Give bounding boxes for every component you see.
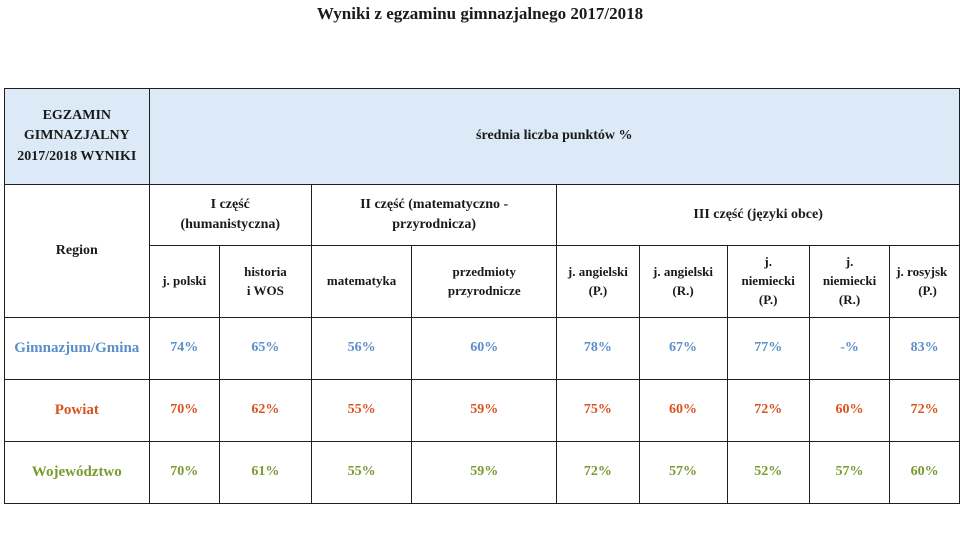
part2-line: przyrodnicza) (392, 217, 476, 232)
average-points-header: średnia liczba punktów % (148, 88, 960, 185)
table-corner-header: EGZAMIN GIMNAZJALNY 2017/2018 WYNIKI (4, 88, 150, 185)
corner-line: GIMNAZJALNY (23, 128, 130, 144)
subject-line: przyrodnicze (447, 282, 521, 298)
subject-angielski-r: j. angielski (R.) (638, 245, 728, 318)
value-cell: -% (808, 317, 891, 380)
value-cell: 70% (148, 379, 220, 442)
value-cell: 60% (889, 441, 960, 504)
page-title: Wyniki z egzaminu gimnazjalnego 2017/201… (316, 4, 644, 23)
value-cell: 72% (889, 379, 960, 442)
part1-header: I część (humanistyczna) (148, 184, 312, 246)
value-cell: 56% (310, 317, 413, 380)
value-cell: 60% (638, 379, 728, 442)
subject-line: (R.) (672, 282, 694, 298)
subject-line: przedmioty (452, 263, 517, 279)
table-row: Województwo 70% 61% 55% 59% 72% 57% 52% … (4, 441, 960, 504)
value-cell: 65% (218, 317, 312, 380)
value-cell: 59% (411, 441, 558, 504)
value-cell: 57% (808, 441, 891, 504)
part2-header: II część (matematyczno - przyrodnicza) (310, 184, 558, 246)
subject-polski: j. polski (148, 245, 220, 318)
subject-niemiecki-r: j. niemiecki (R.) (808, 245, 891, 318)
subject-line: niemiecki (741, 273, 795, 289)
subject-line: (P.) (588, 282, 608, 298)
subject-line: j. angielski (653, 263, 713, 279)
subject-line: niemiecki (822, 273, 877, 289)
subject-matematyka: matematyka (310, 245, 413, 318)
value-cell: 60% (808, 379, 891, 442)
subject-angielski-p: j. angielski (P.) (556, 245, 640, 318)
subject-line: j. rosyjsk (896, 263, 948, 279)
value-cell: 72% (556, 441, 640, 504)
value-cell: 78% (556, 317, 640, 380)
subject-line: i WOS (246, 282, 284, 298)
corner-line: EGZAMIN (42, 108, 112, 124)
table-row: Gimnazjum/Gmina 74% 65% 56% 60% 78% 67% … (4, 317, 960, 380)
row-label: Województwo (4, 441, 150, 504)
value-cell: 60% (411, 317, 558, 380)
results-table: EGZAMIN GIMNAZJALNY 2017/2018 WYNIKI śre… (4, 88, 960, 504)
value-cell: 77% (726, 317, 810, 380)
row-label: Gimnazjum/Gmina (4, 317, 150, 380)
region-header: Region (4, 184, 150, 318)
subject-line: (P.) (918, 282, 937, 298)
subject-line: j. (845, 254, 854, 270)
value-cell: 70% (148, 441, 220, 504)
value-cell: 55% (310, 441, 413, 504)
subject-line: j. angielski (567, 263, 628, 279)
value-cell: 72% (726, 379, 810, 442)
subject-rosyjski-p: j. rosyjsk (P.) (889, 245, 960, 318)
subject-niemiecki-p: j. niemiecki (P.) (726, 245, 810, 318)
value-cell: 57% (638, 441, 728, 504)
row-label: Powiat (4, 379, 150, 442)
part3-header: III część (języki obce) (556, 184, 960, 246)
part2-line: II część (matematyczno - (360, 196, 509, 212)
part1-line: I część (210, 196, 250, 212)
subject-line: j. (764, 254, 772, 270)
part1-line: (humanistyczna) (180, 217, 281, 232)
value-cell: 59% (411, 379, 558, 442)
subject-line: (P.) (758, 291, 778, 307)
subject-historia-wos: historia i WOS (218, 245, 312, 318)
value-cell: 75% (556, 379, 640, 442)
table-row: Powiat 70% 62% 55% 59% 75% 60% 72% 60% 7… (4, 379, 960, 442)
value-cell: 55% (310, 379, 413, 442)
value-cell: 83% (889, 317, 960, 380)
value-cell: 62% (218, 379, 312, 442)
value-cell: 74% (148, 317, 220, 380)
value-cell: 52% (726, 441, 810, 504)
corner-line: 2017/2018 WYNIKI (17, 148, 137, 164)
subject-przyrodnicze: przedmioty przyrodnicze (411, 245, 558, 318)
subject-line: (R.) (838, 291, 861, 307)
value-cell: 61% (218, 441, 312, 504)
value-cell: 67% (638, 317, 728, 380)
subject-line: historia (244, 263, 287, 279)
